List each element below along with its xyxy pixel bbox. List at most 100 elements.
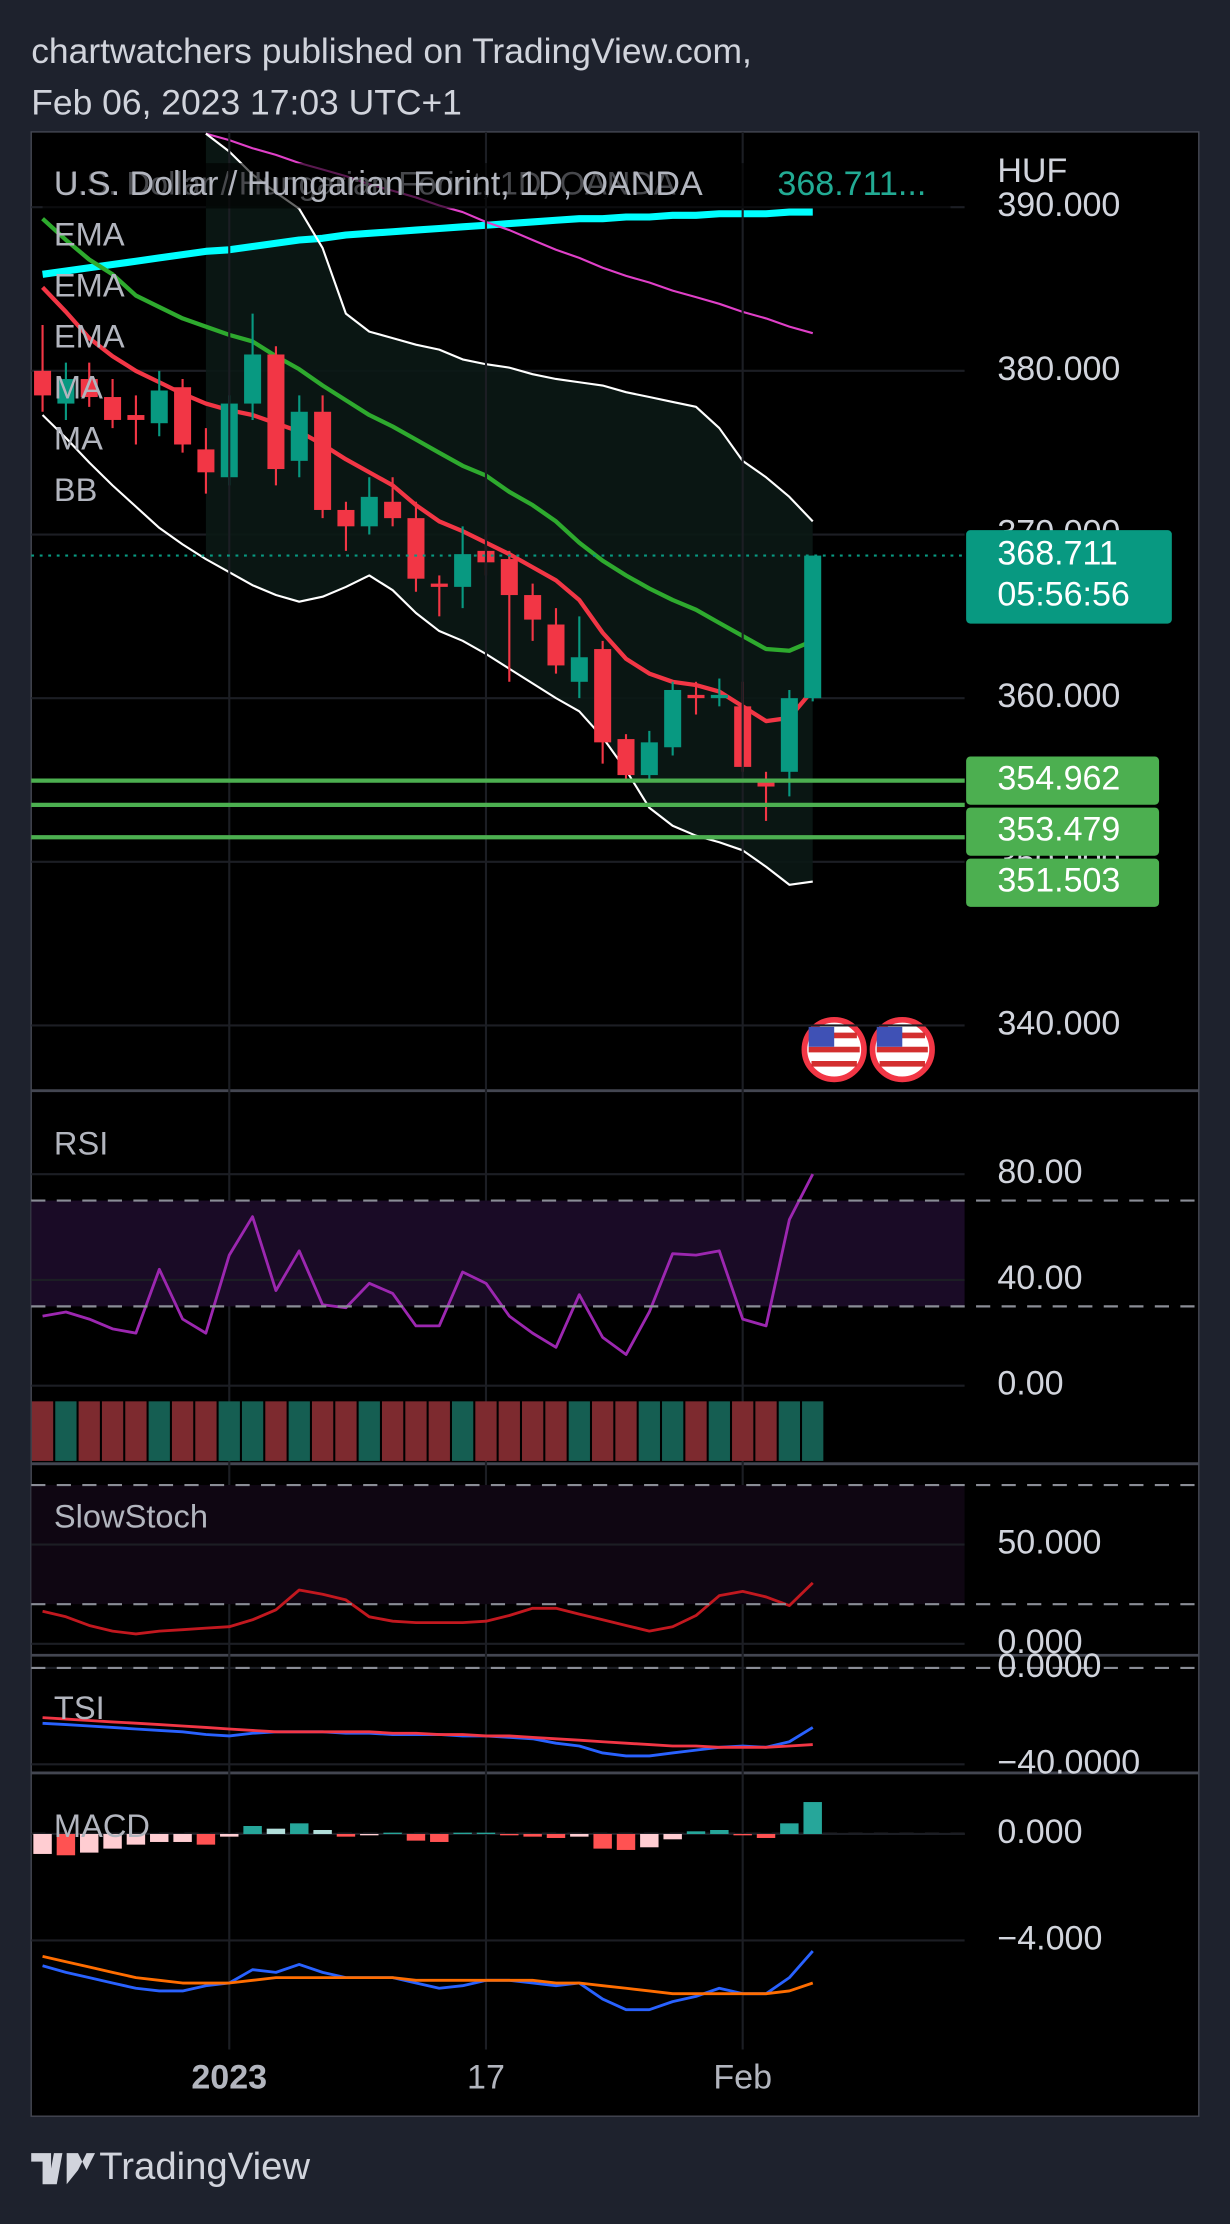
candle-body [174,387,192,445]
direction-bar [101,1401,124,1461]
histogram-bar [290,1823,309,1834]
candle-body [244,354,262,404]
histogram-bar [710,1829,729,1834]
histogram-bar [80,1833,99,1853]
indicator-line [42,1954,814,1996]
histogram-bar [243,1826,262,1834]
direction-bar [475,1401,497,1461]
indicator-line [42,1581,814,1636]
y-tick-label: −40.0000 [997,1743,1140,1781]
histogram-bar [33,1833,52,1854]
pane [31,132,965,1027]
direction-bar [802,1401,824,1461]
currency: HUF [997,152,1067,190]
direction-bar [428,1401,450,1461]
level-label: 354.962 [997,760,1120,798]
indicator-line [41,285,815,724]
histogram-bar [616,1833,636,1850]
pane-title: RSI [54,1125,108,1162]
y-tick-label: 0.000 [997,1623,1082,1661]
direction-bar [732,1401,754,1461]
histogram-bar [220,1833,239,1837]
histogram-bar [196,1833,216,1845]
candle-body [407,518,425,579]
title-backdrop [42,163,951,209]
direction-bar [451,1401,474,1461]
candle-body [547,624,565,666]
candle-body [594,649,612,743]
legend-entry: EMA [54,215,125,252]
x-tick-label: 2023 [191,2058,267,2096]
direction-bar [195,1401,217,1461]
y-tick-label: 340.000 [997,1004,1120,1042]
brand: TradingView [99,2145,310,2188]
histogram-bar [500,1833,519,1836]
legend-entry: EMA [54,318,125,355]
histogram-bar [406,1833,426,1841]
histogram-bar [430,1833,449,1842]
legend-entry: MA [54,369,103,406]
histogram-bar [313,1829,332,1834]
histogram-bar [126,1833,146,1845]
band-fill [31,1200,965,1307]
direction-bar [55,1401,77,1461]
candle-body [430,583,448,587]
candle-body [500,559,518,596]
candle-body [570,657,588,682]
histogram-bar [453,1832,472,1834]
histogram-bar [803,1802,822,1834]
candle-body [34,370,52,396]
histogram-bar [686,1831,706,1834]
histogram-bar [546,1833,566,1838]
level-box [966,756,1160,805]
level-label: 351.503 [997,862,1120,900]
direction-bar [311,1401,334,1461]
indicator-line [41,217,814,653]
level-box [966,807,1160,856]
flag-icon [801,1016,867,1083]
y-tick-label: −4.000 [997,1919,1102,1957]
candle-body [664,689,682,748]
pane-title: SlowStoch [54,1498,208,1535]
symbol-title: U.S. Dollar / Hungarian Forint, 1D, OAND… [54,165,703,203]
candle-body [360,496,378,527]
histogram-bar [733,1833,752,1836]
direction-bar [265,1401,287,1461]
y-tick-label: 390.000 [997,186,1120,224]
direction-bar [335,1401,357,1461]
last-price-label: 368.711 [997,535,1118,573]
direction-bar [358,1401,380,1461]
direction-bar [522,1401,544,1461]
direction-bar [638,1401,660,1461]
histogram-bar [756,1833,776,1838]
direction-bar [778,1401,800,1461]
y-tick-label: 0.00 [997,1365,1063,1403]
footer-logo [31,2153,96,2185]
pane [31,1485,965,1645]
histogram-bar [266,1828,286,1834]
indicator-line [41,414,813,886]
y-tick-label: 40.00 [997,1259,1082,1297]
direction-bar [568,1401,590,1461]
candle-body [640,742,658,776]
indicator-line [42,1173,815,1356]
candle-body [687,694,705,699]
direction-bar [241,1401,264,1461]
flag-icon [869,1016,935,1083]
countdown: 05:56:56 [997,576,1129,614]
histogram-bar [640,1833,659,1848]
timestamp: Feb 06, 2023 17:03 UTC+1 [31,82,462,122]
direction-bar [381,1401,404,1461]
pane [31,1173,965,1387]
y-tick-label: 0.0000 [997,1647,1101,1685]
direction-bar [545,1401,567,1461]
direction-bar [148,1401,170,1461]
pane-title: MACD [54,1807,150,1844]
direction-bar [755,1401,777,1461]
histogram-bar [476,1832,496,1834]
histogram-bar [56,1833,76,1856]
indicator-line [42,1716,813,1749]
y-tick-label: 380.000 [997,350,1120,388]
